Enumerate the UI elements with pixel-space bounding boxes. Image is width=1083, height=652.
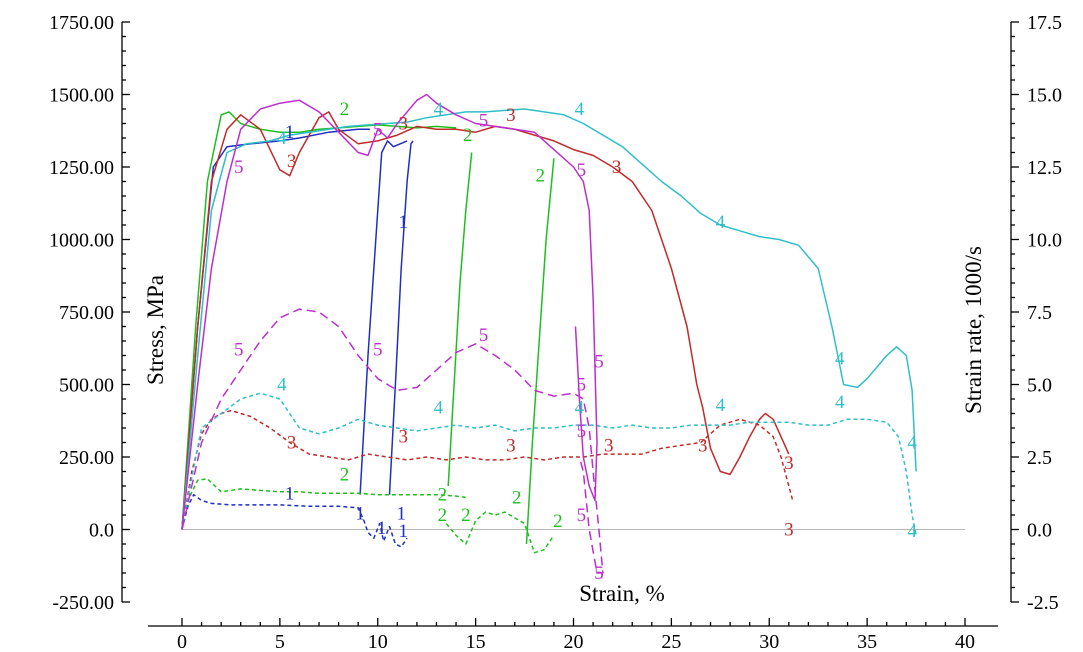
series-1-curve-label: 1 bbox=[285, 483, 295, 504]
series-2-curve-label: 2 bbox=[438, 505, 448, 526]
series-1-curve-label: 1 bbox=[377, 518, 387, 539]
series-3-strain-rate-line bbox=[181, 409, 794, 530]
y-left-tick-label: 1500.00 bbox=[49, 85, 114, 107]
series-5-curve-label: 5 bbox=[577, 160, 587, 181]
x-tick-label: 10 bbox=[368, 631, 388, 652]
series-2-curve-label: 2 bbox=[461, 505, 471, 526]
y-left-tick-label: 750.00 bbox=[59, 302, 114, 324]
series-2-stress-line bbox=[447, 152, 473, 487]
y-left-tick-label: 0.0 bbox=[89, 520, 114, 542]
series-5-curve-label: 5 bbox=[234, 157, 244, 178]
series-1-curve-label: 1 bbox=[285, 122, 295, 143]
x-tick-label: 40 bbox=[955, 631, 975, 652]
series-2-stress-line bbox=[181, 111, 457, 530]
y-right-tick-label: 10.0 bbox=[1027, 230, 1062, 252]
y-left-tick-label: 500.00 bbox=[59, 375, 114, 397]
series-1-stress-line bbox=[388, 140, 414, 495]
series-5-curve-label: 5 bbox=[577, 505, 587, 526]
series-1-curve-label: 1 bbox=[396, 504, 406, 525]
series-3-curve-label: 3 bbox=[398, 114, 408, 135]
series-4-stress-line bbox=[181, 108, 917, 530]
series-3-curve-label: 3 bbox=[506, 435, 516, 456]
x-tick-label: 0 bbox=[177, 631, 187, 652]
series-4-curve-label: 4 bbox=[835, 392, 845, 413]
y-left-tick-label: -250.00 bbox=[52, 592, 114, 614]
series-3-curve-label: 3 bbox=[784, 453, 794, 474]
series-4-curve-label: 4 bbox=[277, 375, 287, 396]
x-tick-label: 30 bbox=[759, 631, 779, 652]
series-4-curve-label: 4 bbox=[434, 99, 444, 120]
series-2-curve-label: 2 bbox=[512, 488, 522, 509]
y-left-tick-label: 250.00 bbox=[59, 447, 114, 469]
x-tick-label: 25 bbox=[661, 631, 681, 652]
series-3-curve-label: 3 bbox=[506, 105, 516, 126]
series-1-strain-rate-line bbox=[181, 493, 408, 548]
series-4-curve-label: 4 bbox=[575, 99, 585, 120]
series-2-curve-label: 2 bbox=[340, 99, 350, 120]
y-axis-right-title: Strain rate, 1000/s bbox=[961, 246, 986, 414]
series-5-curve-label: 5 bbox=[577, 421, 587, 442]
x-axis-title: Strain, % bbox=[579, 581, 665, 606]
series-1-stress-line bbox=[359, 140, 408, 495]
series-2-strain-rate-line bbox=[181, 478, 468, 530]
y-right-tick-label: 7.5 bbox=[1027, 302, 1052, 324]
series-2-strain-rate-line bbox=[445, 511, 555, 554]
series-3-curve-label: 3 bbox=[784, 520, 794, 541]
series-2-curve-label: 2 bbox=[340, 464, 350, 485]
series-4-strain-rate-line bbox=[181, 392, 917, 536]
axes: 1750.001500.001250.001000.00750.00500.00… bbox=[49, 12, 1062, 652]
series-5-strain-rate-line bbox=[181, 308, 604, 574]
series-3-curve-label: 3 bbox=[612, 157, 622, 178]
series-4-curve-label: 4 bbox=[575, 398, 585, 419]
x-tick-label: 15 bbox=[466, 631, 486, 652]
series-2-curve-label: 2 bbox=[535, 166, 545, 187]
series-4-curve-label: 4 bbox=[716, 212, 726, 233]
series-5-curve-label: 5 bbox=[373, 119, 383, 140]
y-left-tick-label: 1250.00 bbox=[49, 157, 114, 179]
series-3-stress-line bbox=[181, 111, 790, 530]
series-2-curve-label: 2 bbox=[438, 485, 448, 506]
series-5-curve-label: 5 bbox=[594, 563, 604, 584]
series-2-curve-label: 2 bbox=[463, 125, 473, 146]
series-3-curve-label: 3 bbox=[287, 151, 297, 172]
series-4-curve-label: 4 bbox=[277, 128, 287, 149]
series-3-curve-label: 3 bbox=[604, 435, 614, 456]
series-4-curve-label: 4 bbox=[434, 398, 444, 419]
y-right-tick-label: 15.0 bbox=[1027, 85, 1062, 107]
y-right-tick-label: 5.0 bbox=[1027, 375, 1052, 397]
series-2-stress-line bbox=[525, 158, 555, 545]
series-4-curve-label: 4 bbox=[835, 348, 845, 369]
y-left-tick-label: 1750.00 bbox=[49, 12, 114, 34]
series-layer bbox=[181, 93, 917, 574]
series-5-curve-label: 5 bbox=[577, 375, 587, 396]
y-right-tick-label: 2.5 bbox=[1027, 447, 1052, 469]
series-5-curve-label: 5 bbox=[373, 340, 383, 361]
series-2-curve-label: 2 bbox=[553, 511, 563, 532]
y-right-tick-label: 17.5 bbox=[1027, 12, 1062, 34]
series-4-curve-label: 4 bbox=[716, 395, 726, 416]
series-5-curve-label: 5 bbox=[479, 111, 489, 132]
series-5-curve-label: 5 bbox=[479, 325, 489, 346]
y-left-tick-label: 1000.00 bbox=[49, 230, 114, 252]
y-right-tick-label: -2.5 bbox=[1027, 592, 1059, 614]
series-1-curve-label: 1 bbox=[355, 504, 365, 525]
series-5-stress-line bbox=[181, 93, 598, 530]
y-right-tick-label: 12.5 bbox=[1027, 157, 1062, 179]
x-tick-label: 20 bbox=[564, 631, 584, 652]
series-3-curve-label: 3 bbox=[287, 433, 297, 454]
y-right-tick-label: 0.0 bbox=[1027, 520, 1052, 542]
series-3-curve-label: 3 bbox=[698, 435, 708, 456]
series-3-curve-label: 3 bbox=[398, 427, 408, 448]
series-5-curve-label: 5 bbox=[594, 351, 604, 372]
series-5-curve-label: 5 bbox=[234, 340, 244, 361]
series-1-curve-label: 1 bbox=[398, 521, 408, 542]
y-axis-left-title: Stress, MPa bbox=[143, 275, 168, 385]
x-tick-label: 35 bbox=[857, 631, 877, 652]
series-4-curve-label: 4 bbox=[907, 433, 917, 454]
series-4-curve-label: 4 bbox=[907, 521, 917, 542]
x-tick-label: 5 bbox=[275, 631, 285, 652]
series-1-curve-label: 1 bbox=[398, 212, 408, 233]
